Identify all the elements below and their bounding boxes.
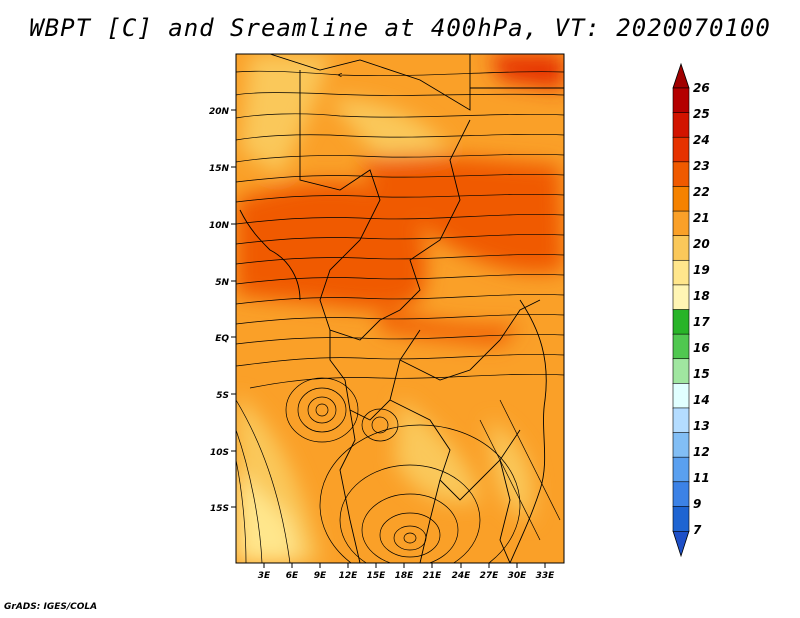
lat-label: 20N	[209, 107, 230, 117]
colorbar-label: 24	[693, 133, 710, 147]
lon-label: 33E	[536, 571, 556, 581]
colorbar-label: 7	[693, 523, 702, 537]
colorbar-swatch	[672, 383, 690, 409]
colorbar-swatch	[672, 259, 690, 286]
lon-label: 3E	[258, 571, 271, 581]
lon-label: 30E	[508, 571, 528, 581]
lat-label: 5N	[215, 278, 229, 288]
colorbar-swatch	[672, 186, 690, 212]
colorbar-label: 15	[693, 367, 710, 381]
lon-label: 6E	[286, 571, 299, 581]
lon-axis: 3E 6E 9E 12E 15E 18E 21E 24E 27E 30E 33E	[258, 563, 555, 581]
colorbar-bottom-cap	[672, 530, 690, 558]
lat-label: 5S	[216, 391, 229, 401]
colorbar-swatch	[672, 235, 690, 261]
colorbar-label: 11	[693, 471, 710, 485]
colorbar-swatch	[672, 506, 690, 532]
chart-title: WBPT [C] and Sreamline at 400hPa, VT: 20…	[29, 14, 771, 42]
lon-label: 9E	[314, 571, 327, 581]
colorbar: 26 25 24 23 22 21 20 19 18 17 16 15 14 1…	[672, 62, 710, 558]
colorbar-label: 22	[693, 185, 710, 199]
lat-label: EQ	[215, 334, 229, 344]
lat-label: 15S	[210, 504, 229, 514]
colorbar-swatch	[672, 358, 690, 385]
colorbar-swatch	[672, 407, 690, 434]
grads-credit: GrADS: IGES/COLA	[4, 602, 98, 612]
lon-label: 18E	[395, 571, 415, 581]
colorbar-swatch	[672, 309, 690, 335]
colorbar-label: 25	[693, 107, 710, 121]
map-frame	[235, 53, 565, 564]
colorbar-label: 23	[693, 159, 710, 173]
colorbar-swatch	[672, 87, 690, 114]
colorbar-label: 19	[693, 263, 710, 277]
colorbar-swatch	[672, 333, 690, 360]
streamlines	[236, 70, 564, 563]
colorbar-label: 18	[693, 289, 710, 303]
colorbar-top-cap	[672, 62, 690, 89]
lat-label: 15N	[209, 164, 230, 174]
lat-axis: 20N 15N 10N 5N EQ 5S 10S 15S	[209, 107, 236, 514]
lon-label: 21E	[423, 571, 443, 581]
colorbar-label: 13	[693, 419, 710, 433]
lon-label: 24E	[452, 571, 472, 581]
colorbar-label: 12	[693, 445, 710, 459]
country-borders	[239, 54, 564, 563]
colorbar-swatch	[672, 481, 690, 508]
colorbar-label: 21	[693, 211, 710, 225]
colorbar-label: 9	[693, 497, 701, 511]
colorbar-swatch	[672, 112, 690, 138]
colorbar-label: 17	[693, 315, 710, 329]
colorbar-swatch	[672, 432, 690, 458]
lon-label: 12E	[339, 571, 359, 581]
colorbar-swatch	[672, 456, 690, 483]
lat-label: 10S	[210, 448, 229, 458]
lat-label: 10N	[209, 221, 230, 231]
colorbar-label: 26	[693, 81, 710, 95]
colorbar-label: 16	[693, 341, 710, 355]
wbpt-shading	[236, 54, 564, 563]
colorbar-label: 14	[693, 393, 710, 407]
lon-label: 27E	[480, 571, 500, 581]
colorbar-swatch	[672, 210, 690, 237]
colorbar-swatch	[672, 136, 690, 163]
colorbar-swatch	[672, 161, 690, 188]
colorbar-label: 20	[693, 237, 710, 251]
lon-label: 15E	[367, 571, 387, 581]
colorbar-swatch	[672, 284, 690, 311]
